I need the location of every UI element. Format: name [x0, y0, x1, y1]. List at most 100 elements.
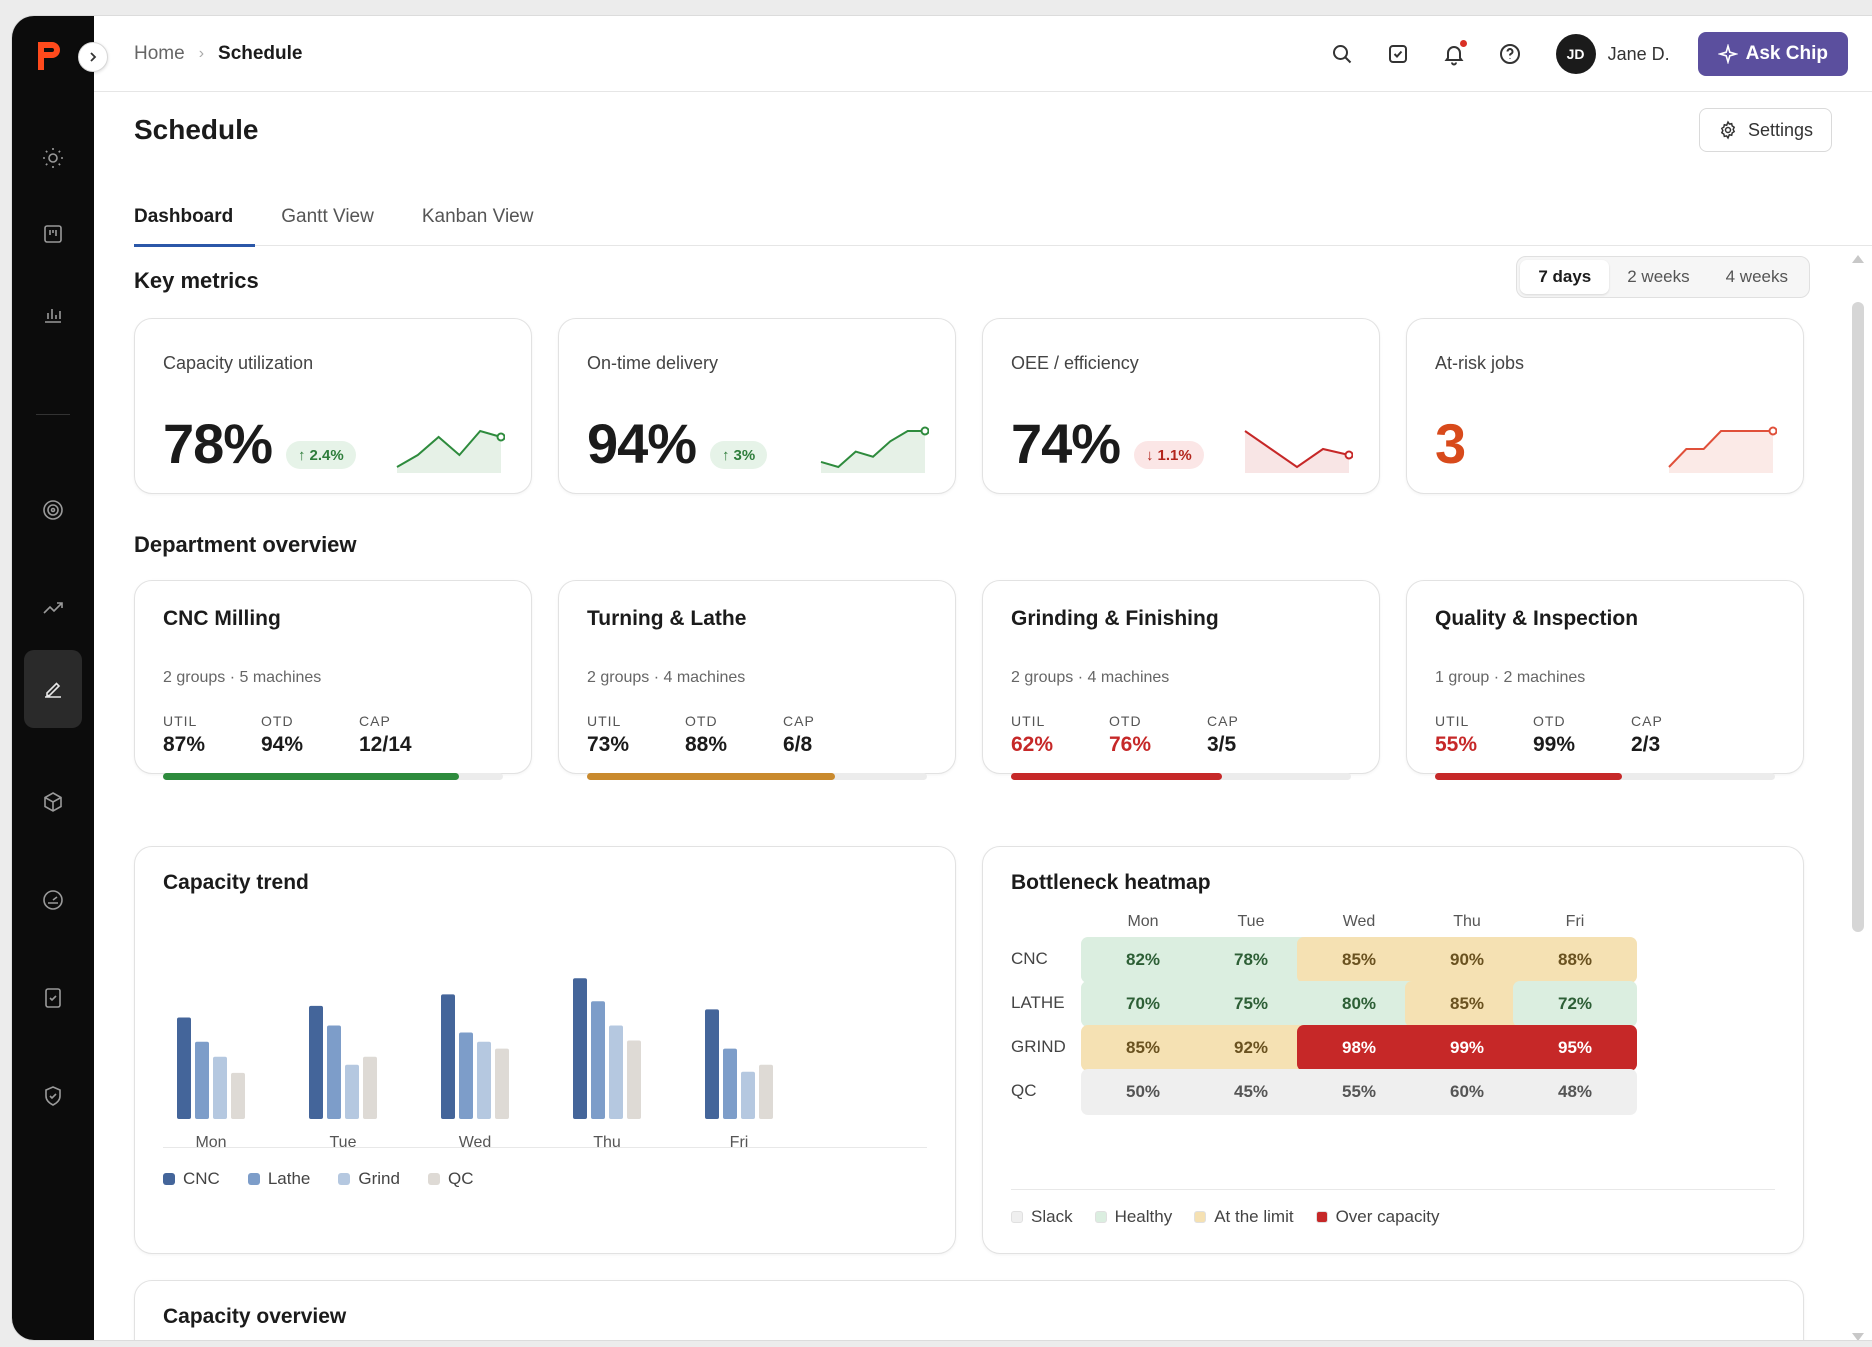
metric-label: At-risk jobs: [1435, 353, 1525, 373]
heatmap-cell[interactable]: 45%: [1189, 1069, 1313, 1115]
bar-lathe-thu[interactable]: [591, 1001, 605, 1119]
dept-summary: 2 groups · 4 machines: [587, 669, 746, 686]
tab-dashboard[interactable]: Dashboard: [134, 190, 256, 247]
dept-card-cnc-milling[interactable]: CNC Milling 2 groups · 5 machines UTIL 8…: [134, 580, 532, 780]
bar-cnc-thu[interactable]: [573, 978, 587, 1119]
legend-swatch: [1011, 1211, 1023, 1223]
tab-kanban-view[interactable]: Kanban View: [421, 206, 534, 227]
otd-value: 99%: [1533, 733, 1576, 756]
scrollbar-thumb[interactable]: [1852, 302, 1864, 932]
tab-gantt-view[interactable]: Gantt View: [281, 206, 374, 227]
gauge-icon[interactable]: [29, 876, 77, 924]
heatmap-cell[interactable]: 82%: [1081, 937, 1205, 983]
bar-qc-tue[interactable]: [363, 1056, 377, 1119]
legend-item: QC: [427, 1169, 473, 1189]
heatmap-cell[interactable]: 55%: [1297, 1069, 1421, 1115]
heatmap-cell[interactable]: 85%: [1297, 937, 1421, 983]
sparkline-end-point: [1768, 426, 1777, 436]
dept-card-grinding-finishing[interactable]: Grinding & Finishing 2 groups · 4 machin…: [982, 580, 1380, 780]
bar-qc-fri[interactable]: [759, 1064, 773, 1119]
scroll-down-icon[interactable]: [1850, 1330, 1866, 1340]
bell-icon[interactable]: [1432, 32, 1476, 76]
sparkline-line: [1668, 430, 1773, 468]
bar-lathe-tue[interactable]: [327, 1025, 341, 1119]
legend-label: Lathe: [267, 1169, 311, 1188]
range-2-weeks[interactable]: 2 weeks: [1627, 267, 1690, 286]
bar-chart-icon[interactable]: [29, 290, 77, 338]
heatmap-cell[interactable]: 78%: [1189, 937, 1313, 983]
heatmap-cell[interactable]: 48%: [1513, 1069, 1637, 1115]
bar-lathe-wed[interactable]: [459, 1032, 473, 1119]
tasks-icon[interactable]: [1376, 32, 1420, 76]
avatar[interactable]: JD: [1555, 34, 1596, 74]
legend-label: Over capacity: [1335, 1207, 1440, 1226]
bar-grind-tue[interactable]: [345, 1064, 359, 1119]
bar-qc-thu[interactable]: [627, 1040, 641, 1119]
heatmap-cell[interactable]: 99%: [1405, 1025, 1529, 1071]
sparkline-line: [1244, 430, 1350, 469]
heatmap-cell[interactable]: 72%: [1513, 981, 1637, 1027]
legend-item: Healthy: [1094, 1207, 1172, 1227]
util-stat: UTIL 73%: [587, 713, 629, 757]
heatmap-cell[interactable]: 85%: [1081, 1025, 1205, 1071]
dept-card-turning-lathe[interactable]: Turning & Lathe 2 groups · 4 machines UT…: [558, 580, 956, 780]
bar-qc-mon[interactable]: [231, 1072, 245, 1119]
metric-card-at-risk-jobs[interactable]: At-risk jobs 3: [1406, 318, 1804, 494]
bar-grind-mon[interactable]: [213, 1056, 227, 1119]
bar-qc-wed[interactable]: [495, 1048, 509, 1119]
heatmap-cell[interactable]: 60%: [1405, 1069, 1529, 1115]
view-tabs: Dashboard Gantt View Kanban View: [134, 190, 1872, 247]
range-4-weeks[interactable]: 4 weeks: [1725, 267, 1788, 286]
board-icon[interactable]: [29, 210, 77, 258]
search-icon[interactable]: [1320, 32, 1364, 76]
metric-card-oee[interactable]: OEE / efficiency 74% ↓ 1.1%: [982, 318, 1380, 494]
scroll-up-icon[interactable]: [1850, 252, 1866, 266]
sun-icon[interactable]: [29, 134, 77, 182]
metric-card-on-time-delivery[interactable]: On-time delivery 94% ↑ 3%: [558, 318, 956, 494]
breadcrumb-home-link[interactable]: Home: [134, 43, 185, 64]
bar-grind-wed[interactable]: [477, 1041, 491, 1119]
heatmap-cell[interactable]: 80%: [1297, 981, 1421, 1027]
target-icon[interactable]: [29, 486, 77, 534]
page-title: Schedule: [134, 114, 259, 145]
bar-cnc-fri[interactable]: [705, 1009, 719, 1119]
scrollbar[interactable]: [1850, 252, 1866, 1340]
heatmap-cell[interactable]: 98%: [1297, 1025, 1421, 1071]
dept-name: CNC Milling: [163, 607, 281, 630]
heatmap-cell[interactable]: 70%: [1081, 981, 1205, 1027]
heatmap-cell[interactable]: 50%: [1081, 1069, 1205, 1115]
heatmap-cell[interactable]: 85%: [1405, 981, 1529, 1027]
heatmap-cell[interactable]: 90%: [1405, 937, 1529, 983]
range-7-days[interactable]: 7 days: [1520, 260, 1610, 294]
help-icon[interactable]: [1488, 32, 1532, 76]
heatmap-cell[interactable]: 92%: [1189, 1025, 1313, 1071]
chevron-right-icon: [90, 52, 97, 62]
bar-cnc-mon[interactable]: [177, 1017, 191, 1119]
breadcrumb: Home › Schedule: [134, 43, 303, 65]
bar-lathe-mon[interactable]: [195, 1041, 209, 1119]
bar-lathe-fri[interactable]: [723, 1048, 737, 1119]
heatmap-cell[interactable]: 75%: [1189, 981, 1313, 1027]
app-logo-icon[interactable]: [34, 38, 66, 74]
checklist-icon[interactable]: [29, 974, 77, 1022]
metric-card-capacity[interactable]: Capacity utilization 78% ↑ 2.4%: [134, 318, 532, 494]
settings-button[interactable]: Settings: [1698, 108, 1832, 152]
otd-label: OTD: [1533, 713, 1566, 729]
user-name[interactable]: Jane D.: [1607, 43, 1670, 64]
heatmap-cell[interactable]: 88%: [1513, 937, 1637, 983]
bar-grind-fri[interactable]: [741, 1071, 755, 1119]
pen-icon[interactable]: [24, 650, 82, 728]
heatmap-divider: [1011, 1189, 1775, 1190]
shield-check-icon[interactable]: [29, 1072, 77, 1120]
bar-cnc-wed[interactable]: [441, 994, 455, 1119]
trend-icon[interactable]: [29, 584, 77, 632]
dept-card-quality-inspection[interactable]: Quality & Inspection 1 group · 2 machine…: [1406, 580, 1804, 780]
heatmap-cell[interactable]: 95%: [1513, 1025, 1637, 1071]
expand-sidebar-button[interactable]: [78, 42, 108, 72]
cap-stat: CAP 2/3: [1631, 713, 1663, 757]
otd-label: OTD: [1109, 713, 1142, 729]
ask-chip-button[interactable]: Ask Chip: [1697, 32, 1848, 76]
bar-cnc-tue[interactable]: [309, 1005, 323, 1119]
bar-grind-thu[interactable]: [609, 1025, 623, 1119]
box-icon[interactable]: [29, 778, 77, 826]
